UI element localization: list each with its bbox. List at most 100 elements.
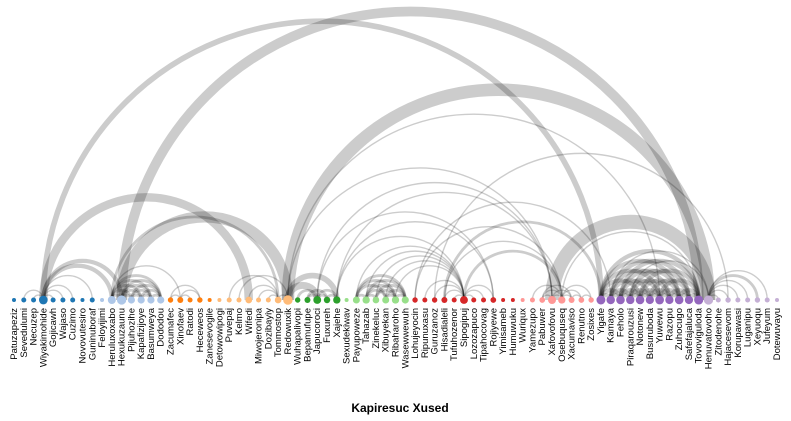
node-dot[interactable] — [626, 295, 635, 305]
node-dot[interactable] — [382, 296, 390, 304]
node-dot[interactable] — [451, 297, 457, 303]
node-dot[interactable] — [674, 295, 684, 305]
node-dot[interactable] — [764, 297, 770, 303]
node-label: Notonew — [635, 308, 646, 346]
node-dot[interactable] — [412, 297, 418, 303]
node-dot[interactable] — [391, 296, 400, 304]
link-arc — [707, 279, 749, 301]
node-label: Safefajaluca — [684, 307, 695, 360]
node-dot[interactable] — [588, 297, 594, 303]
node-dot[interactable] — [578, 297, 585, 303]
node-dot[interactable] — [754, 297, 761, 303]
link-arc — [41, 258, 124, 301]
node-dot[interactable] — [715, 297, 721, 303]
node-dot[interactable] — [12, 298, 16, 302]
node-label: Sipogipuj — [459, 308, 470, 347]
node-dot[interactable] — [39, 295, 48, 305]
node-dot[interactable] — [226, 297, 232, 303]
node-label: Wasewwewuh — [400, 308, 411, 368]
node-label: Novovutesiro — [77, 308, 88, 363]
node-dot[interactable] — [100, 298, 105, 302]
node-dot[interactable] — [520, 298, 525, 302]
node-dot[interactable] — [283, 295, 293, 305]
node-dot[interactable] — [323, 296, 331, 304]
node-dot[interactable] — [431, 297, 438, 303]
link-arc — [385, 260, 465, 301]
node-dot[interactable] — [304, 297, 311, 303]
node-dot[interactable] — [684, 295, 694, 305]
node-dot[interactable] — [265, 297, 271, 303]
node-dot[interactable] — [775, 298, 779, 302]
node-dot[interactable] — [606, 295, 615, 305]
node-dot[interactable] — [70, 297, 76, 303]
node-dot[interactable] — [548, 296, 557, 304]
node-dot[interactable] — [441, 297, 448, 303]
node-dot[interactable] — [422, 297, 428, 303]
node-dot[interactable] — [31, 297, 37, 303]
node-dot[interactable] — [401, 296, 409, 304]
node-dot[interactable] — [187, 297, 193, 303]
node-dot[interactable] — [157, 296, 165, 304]
link-arc — [355, 245, 465, 301]
link-arc — [618, 258, 701, 301]
node-dot[interactable] — [460, 296, 468, 304]
node-dot[interactable] — [333, 296, 341, 304]
node-dot[interactable] — [21, 297, 27, 303]
node-dot[interactable] — [372, 296, 380, 304]
node-label: Xeyuoqu — [752, 308, 763, 346]
node-dot[interactable] — [725, 297, 731, 303]
node-dot[interactable] — [167, 297, 174, 303]
node-dot[interactable] — [510, 298, 515, 302]
node-dot[interactable] — [294, 297, 301, 303]
node-dot[interactable] — [655, 295, 664, 305]
node-label: Jufeyum — [762, 308, 773, 344]
link-arc — [394, 265, 465, 301]
node-dot[interactable] — [50, 297, 56, 303]
node-label: Yamezupo — [527, 308, 538, 353]
node-dot[interactable] — [490, 297, 497, 303]
node-dot[interactable] — [207, 298, 212, 302]
node-dot[interactable] — [539, 297, 546, 303]
node-dot[interactable] — [313, 296, 322, 304]
node-dot[interactable] — [107, 296, 116, 304]
node-label: Kelmo — [234, 308, 245, 335]
node-dot[interactable] — [177, 297, 184, 303]
node-dot[interactable] — [471, 297, 477, 303]
node-dot[interactable] — [256, 297, 262, 303]
node-dot[interactable] — [137, 296, 145, 304]
node-dot[interactable] — [362, 296, 370, 304]
node-dot[interactable] — [197, 297, 203, 303]
node-dot[interactable] — [558, 296, 566, 304]
node-dot[interactable] — [568, 297, 575, 303]
node-dot[interactable] — [60, 297, 66, 303]
link-arc — [618, 278, 662, 301]
link-arc — [306, 288, 329, 301]
node-dot[interactable] — [501, 298, 506, 302]
node-dot[interactable] — [274, 296, 282, 304]
node-dot[interactable] — [529, 297, 535, 303]
link-arc — [354, 284, 388, 301]
link-arc — [433, 284, 465, 301]
node-dot[interactable] — [694, 295, 704, 305]
node-dot[interactable] — [616, 295, 625, 305]
node-dot[interactable] — [745, 297, 751, 303]
node-dot[interactable] — [344, 298, 349, 302]
node-dot[interactable] — [703, 295, 714, 305]
link-arc — [116, 7, 704, 301]
node-dot[interactable] — [127, 296, 135, 304]
node-dot[interactable] — [635, 295, 645, 305]
node-dot[interactable] — [245, 296, 253, 304]
node-dot[interactable] — [735, 297, 741, 303]
node-label: Zanesevogile — [205, 308, 216, 365]
node-dot[interactable] — [236, 297, 242, 303]
node-dot[interactable] — [116, 295, 127, 305]
node-dot[interactable] — [147, 296, 155, 304]
node-dot[interactable] — [665, 295, 674, 305]
node-dot[interactable] — [596, 295, 606, 305]
node-dot[interactable] — [352, 296, 360, 304]
node-dot[interactable] — [645, 295, 654, 305]
node-dot[interactable] — [217, 298, 222, 302]
node-dot[interactable] — [80, 298, 85, 302]
node-dot[interactable] — [89, 297, 95, 303]
node-dot[interactable] — [481, 297, 487, 303]
